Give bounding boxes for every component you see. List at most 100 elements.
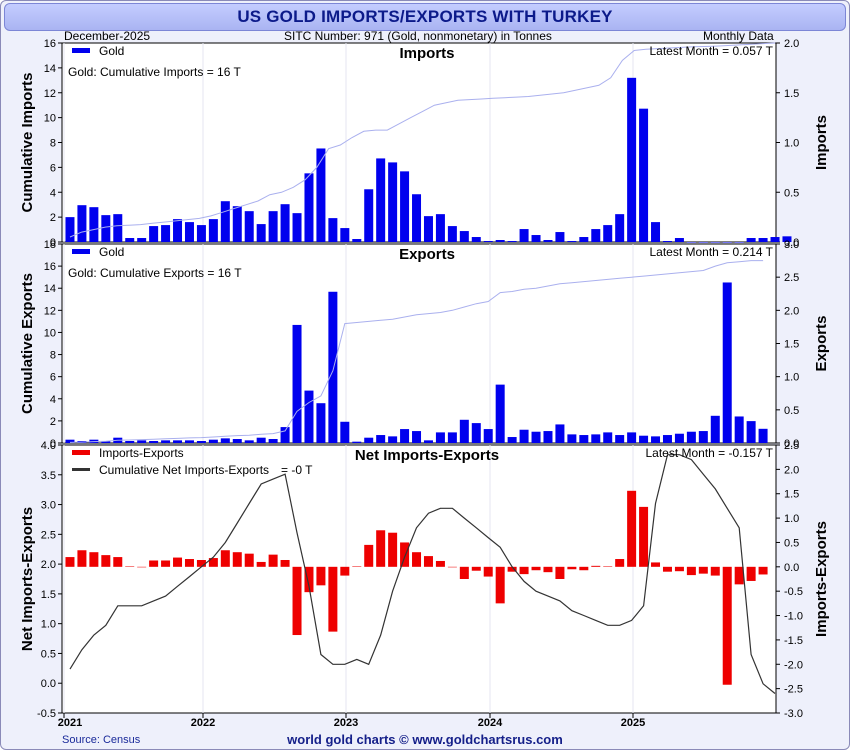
data-bar	[256, 437, 266, 443]
data-bar	[615, 214, 625, 242]
data-bar	[555, 566, 565, 579]
data-bar	[376, 530, 386, 567]
data-bar	[627, 490, 637, 567]
data-bar	[184, 440, 194, 443]
data-bar	[89, 552, 99, 567]
data-bar	[388, 162, 398, 242]
left-tick-label: 0.5	[41, 648, 56, 660]
data-bar	[173, 219, 183, 242]
y-axis-left-label: Cumulative Exports	[19, 273, 36, 414]
data-bar	[412, 194, 422, 242]
data-bar	[615, 435, 625, 443]
data-bar	[555, 232, 565, 242]
data-bar	[579, 435, 589, 443]
left-tick-label: 18	[44, 239, 56, 251]
data-bar	[639, 435, 649, 443]
data-bar	[137, 238, 147, 242]
data-date: December-2025	[64, 29, 151, 43]
right-tick-label: 1.5	[784, 88, 799, 100]
data-bar	[173, 557, 183, 567]
data-bar	[698, 566, 708, 574]
data-bar	[722, 566, 732, 685]
data-bar	[125, 566, 135, 567]
data-bar	[77, 550, 87, 567]
data-bar	[447, 566, 457, 568]
y-axis-right-label: Imports	[813, 115, 830, 170]
left-tick-label: 2	[50, 212, 56, 224]
data-bar	[674, 238, 684, 242]
data-bar	[603, 432, 613, 443]
data-bar	[304, 566, 314, 593]
data-bar	[280, 559, 290, 567]
data-bar	[495, 384, 505, 443]
sitc-label: SITC Number: 971 (Gold, nonmonetary) in …	[284, 29, 552, 43]
cumulative-line	[69, 260, 764, 443]
left-tick-label: 0	[50, 438, 56, 450]
right-tick-label: 0.5	[784, 537, 799, 549]
data-bar	[758, 238, 768, 242]
data-bar	[746, 421, 756, 443]
data-bar	[627, 432, 637, 443]
data-bar	[471, 423, 481, 443]
data-bar	[710, 242, 720, 243]
data-bar	[435, 560, 445, 567]
data-bar	[591, 434, 601, 443]
data-bar	[173, 440, 183, 443]
left-tick-label: 16	[44, 38, 56, 50]
data-bar	[232, 439, 242, 443]
data-bar	[651, 436, 661, 443]
left-tick-label: 8	[50, 350, 56, 362]
data-bar	[495, 566, 505, 604]
data-bar	[531, 431, 541, 443]
data-bar	[662, 566, 672, 572]
data-bar	[459, 231, 469, 242]
legend-label: Gold	[99, 44, 124, 58]
data-bar	[507, 437, 517, 443]
data-bar	[400, 542, 410, 567]
data-bar	[388, 436, 398, 443]
right-tick-label: 0.5	[784, 187, 799, 199]
x-tick-label: 2024	[478, 717, 503, 729]
data-bar	[519, 229, 529, 242]
left-tick-label: 1.0	[41, 619, 56, 631]
data-bar	[579, 566, 589, 571]
data-bar	[208, 558, 218, 567]
data-bar	[734, 242, 744, 243]
data-bar	[328, 291, 338, 443]
data-bar	[686, 566, 696, 576]
data-bar	[603, 225, 613, 242]
legend-label: Imports-Exports	[99, 446, 184, 460]
data-bar	[483, 241, 493, 242]
data-bar	[149, 560, 159, 567]
latest-month-label: Latest Month = -0.157 T	[645, 446, 773, 460]
data-bar	[722, 282, 732, 443]
data-bar	[639, 108, 649, 242]
right-tick-label: 1.0	[784, 372, 799, 384]
left-tick-label: 4.0	[41, 440, 56, 452]
left-tick-label: 4	[50, 187, 56, 199]
plot-area	[61, 444, 777, 714]
right-tick-label: 0.0	[784, 438, 799, 450]
title-bar: US GOLD IMPORTS/EXPORTS WITH TURKEY	[4, 3, 846, 31]
data-bar	[65, 439, 75, 443]
y-axis-left-label: Net Imports-Exports	[19, 507, 36, 651]
data-bar	[686, 242, 696, 243]
credit-label: world gold charts © www.goldchartsrus.co…	[287, 732, 563, 747]
right-tick-label: 1.5	[784, 489, 799, 501]
plot-area	[61, 243, 777, 444]
y-axis-right-label: Exports	[813, 316, 830, 372]
data-bar	[770, 237, 780, 242]
data-bar	[567, 241, 577, 242]
data-bar	[555, 424, 565, 443]
data-bar	[113, 214, 123, 242]
data-bar	[232, 552, 242, 567]
data-bar	[316, 403, 326, 443]
panel-title: Net Imports-Exports	[355, 447, 499, 464]
data-bar	[639, 506, 649, 567]
right-tick-label: -0.5	[784, 586, 803, 598]
data-bar	[340, 228, 350, 242]
data-bar	[208, 439, 218, 443]
data-bar	[758, 428, 768, 443]
data-bar	[698, 242, 708, 243]
